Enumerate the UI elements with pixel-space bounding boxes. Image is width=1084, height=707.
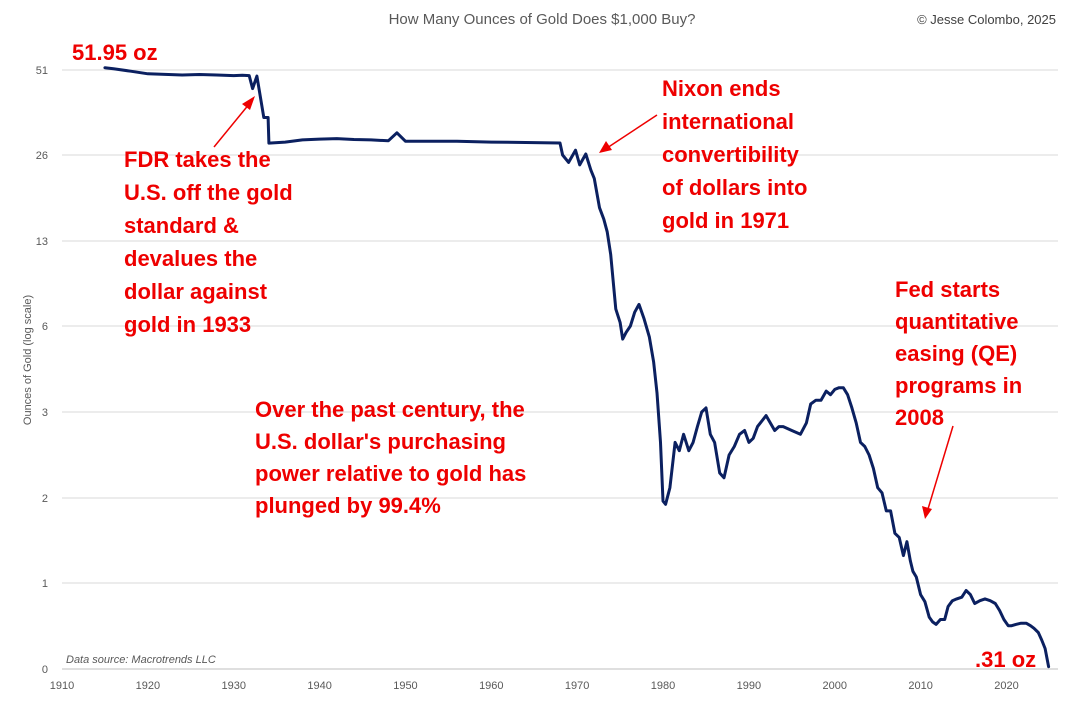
y-tick-label: 1 [42, 578, 48, 590]
copyright-text: © Jesse Colombo, 2025 [917, 12, 1056, 27]
x-tick-label: 1940 [307, 680, 331, 692]
end-value-label: .31 oz [975, 647, 1036, 672]
nixon-line: international [662, 109, 794, 134]
grid-lines [62, 69, 1058, 584]
nixon-line: convertibility [662, 142, 800, 167]
x-tick-label: 1950 [393, 680, 417, 692]
x-tick-label: 1910 [50, 680, 74, 692]
y-tick-label: 6 [42, 321, 48, 333]
fdr-line: standard & [124, 213, 239, 238]
x-tick-label: 1920 [136, 680, 160, 692]
y-tick-label: 3 [42, 407, 48, 419]
annotation-arrows [213, 96, 954, 519]
fdr-line: dollar against [124, 279, 268, 304]
x-axis-ticks: 1910 1920 1930 1940 1950 1960 1970 1980 1990 2000… [50, 680, 1019, 692]
qe-annotation: Fed starts quantitative easing (QE) prog… [895, 277, 1028, 430]
x-tick-label: 1960 [479, 680, 503, 692]
century-line: plunged by 99.4% [255, 493, 441, 518]
x-tick-label: 2000 [823, 680, 847, 692]
nixon-arrowhead [599, 141, 612, 153]
qe-arrow [927, 425, 954, 510]
qe-line: easing (QE) [895, 341, 1017, 366]
qe-arrowhead [922, 506, 932, 519]
century-line: U.S. dollar's purchasing [255, 429, 506, 454]
qe-line: Fed starts [895, 277, 1000, 302]
century-line: power relative to gold has [255, 461, 526, 486]
y-axis-label: Ounces of Gold (log scale) [22, 295, 34, 425]
y-tick-label: 0 [42, 664, 48, 676]
x-tick-label: 2010 [908, 680, 932, 692]
y-tick-label: 26 [36, 150, 48, 162]
x-tick-label: 1990 [737, 680, 761, 692]
y-axis-ticks: 51 26 13 6 3 2 1 0 [36, 65, 48, 676]
fdr-line: FDR takes the [124, 147, 271, 172]
nixon-line: Nixon ends [662, 76, 781, 101]
qe-line: quantitative [895, 309, 1018, 334]
fdr-annotation: FDR takes the U.S. off the gold standard… [124, 147, 299, 337]
x-tick-label: 1930 [221, 680, 245, 692]
y-tick-label: 2 [42, 493, 48, 505]
fdr-arrow [213, 102, 251, 148]
nixon-line: of dollars into [662, 175, 807, 200]
start-value-label: 51.95 oz [72, 40, 158, 65]
nixon-line: gold in 1971 [662, 208, 789, 233]
fdr-arrowhead [242, 96, 255, 110]
x-tick-label: 1970 [565, 680, 589, 692]
century-annotation: Over the past century, the U.S. dollar's… [255, 397, 533, 518]
fdr-line: U.S. off the gold [124, 180, 293, 205]
qe-line: 2008 [895, 405, 944, 430]
chart-title: How Many Ounces of Gold Does $1,000 Buy? [389, 11, 696, 28]
nixon-annotation: Nixon ends international convertibility … [662, 76, 814, 233]
qe-line: programs in [895, 373, 1022, 398]
x-tick-label: 1980 [651, 680, 675, 692]
y-tick-label: 13 [36, 236, 48, 248]
y-tick-label: 51 [36, 65, 48, 77]
x-tick-label: 2020 [994, 680, 1018, 692]
nixon-arrow [606, 114, 658, 149]
century-line: Over the past century, the [255, 397, 525, 422]
fdr-line: devalues the [124, 246, 257, 271]
gold-ounces-series-line [103, 66, 1051, 669]
data-source-note: Data source: Macrotrends LLC [66, 654, 216, 666]
fdr-line: gold in 1933 [124, 312, 251, 337]
